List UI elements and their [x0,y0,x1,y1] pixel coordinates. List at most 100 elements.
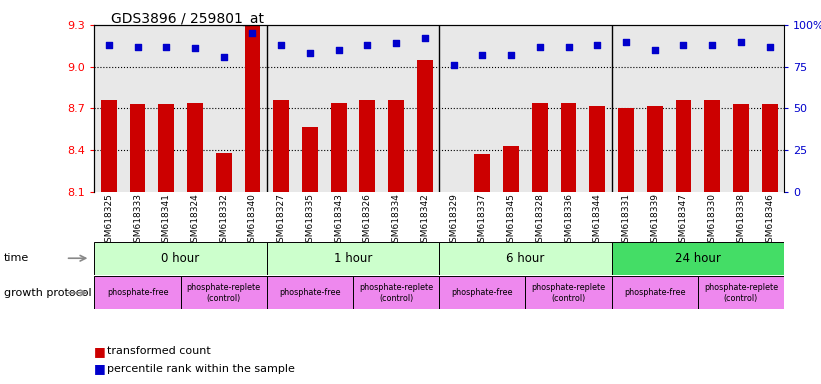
Bar [273,100,289,192]
Bar [130,104,145,192]
FancyBboxPatch shape [267,276,353,309]
Text: transformed count: transformed count [107,346,210,356]
Text: growth protocol: growth protocol [4,288,92,298]
Point [390,40,403,46]
Bar [94,25,123,192]
FancyBboxPatch shape [525,276,612,309]
Point [274,42,288,48]
Bar [158,104,174,192]
Point [591,42,604,48]
Bar [554,25,583,192]
Text: 1 hour: 1 hour [334,252,372,265]
Point [735,39,748,45]
Bar [382,25,410,192]
Bar [727,25,755,192]
Bar [618,109,634,192]
Bar [216,153,232,192]
Bar [238,25,267,192]
Text: ■: ■ [94,345,110,358]
Bar [503,146,519,192]
Point [304,50,317,56]
Point [246,30,259,36]
Point [706,42,719,48]
Bar [647,106,663,192]
Point [361,42,374,48]
Bar [123,25,152,192]
Point [476,52,489,58]
Point [504,52,518,58]
Bar [525,25,554,192]
Text: phosphate-replete
(control): phosphate-replete (control) [531,283,606,303]
Point [677,42,690,48]
FancyBboxPatch shape [612,276,698,309]
Bar [331,103,346,192]
FancyBboxPatch shape [353,276,439,309]
Point [562,44,576,50]
Bar [589,106,605,192]
FancyBboxPatch shape [439,276,525,309]
Text: phosphate-free: phosphate-free [452,288,513,297]
Bar [733,104,749,192]
Point [333,47,346,53]
FancyBboxPatch shape [612,242,784,275]
Bar [704,100,720,192]
Point [534,44,547,50]
Bar [583,25,612,192]
Point [620,39,633,45]
Text: 6 hour: 6 hour [507,252,544,265]
Text: ■: ■ [94,362,110,375]
Bar [762,104,777,192]
Bar [302,127,318,192]
Bar [532,103,548,192]
Point [218,54,231,60]
Bar [417,60,433,192]
Point [649,47,662,53]
Bar [152,25,181,192]
Bar [755,25,784,192]
Bar [698,25,727,192]
FancyBboxPatch shape [267,242,439,275]
Bar [360,100,375,192]
Bar [676,100,691,192]
Text: phosphate-free: phosphate-free [107,288,168,297]
Bar [324,25,353,192]
Text: 24 hour: 24 hour [675,252,721,265]
Text: time: time [4,253,30,263]
Point [131,44,144,50]
Bar [669,25,698,192]
Bar [101,100,117,192]
Bar [439,25,468,192]
Text: phosphate-free: phosphate-free [279,288,341,297]
Bar [388,100,404,192]
Point [447,62,461,68]
FancyBboxPatch shape [181,276,267,309]
Text: phosphate-replete
(control): phosphate-replete (control) [359,283,433,303]
Bar [561,103,576,192]
Bar [181,25,209,192]
Text: 0 hour: 0 hour [162,252,200,265]
Text: GDS3896 / 259801_at: GDS3896 / 259801_at [111,12,264,25]
Text: phosphate-free: phosphate-free [624,288,686,297]
Bar [267,25,296,192]
FancyBboxPatch shape [94,242,267,275]
Bar [475,154,490,192]
Bar [296,25,324,192]
Bar [468,25,497,192]
Bar [353,25,382,192]
FancyBboxPatch shape [439,242,612,275]
Text: phosphate-replete
(control): phosphate-replete (control) [704,283,778,303]
Point [764,44,777,50]
Bar [497,25,525,192]
Bar [209,25,238,192]
Bar [640,25,669,192]
Text: percentile rank within the sample: percentile rank within the sample [107,364,295,374]
Bar [187,103,203,192]
Bar [245,7,260,192]
Point [160,44,173,50]
Bar [612,25,640,192]
FancyBboxPatch shape [698,276,784,309]
Point [419,35,432,41]
Point [103,42,116,48]
FancyBboxPatch shape [94,276,181,309]
Point [189,45,202,51]
